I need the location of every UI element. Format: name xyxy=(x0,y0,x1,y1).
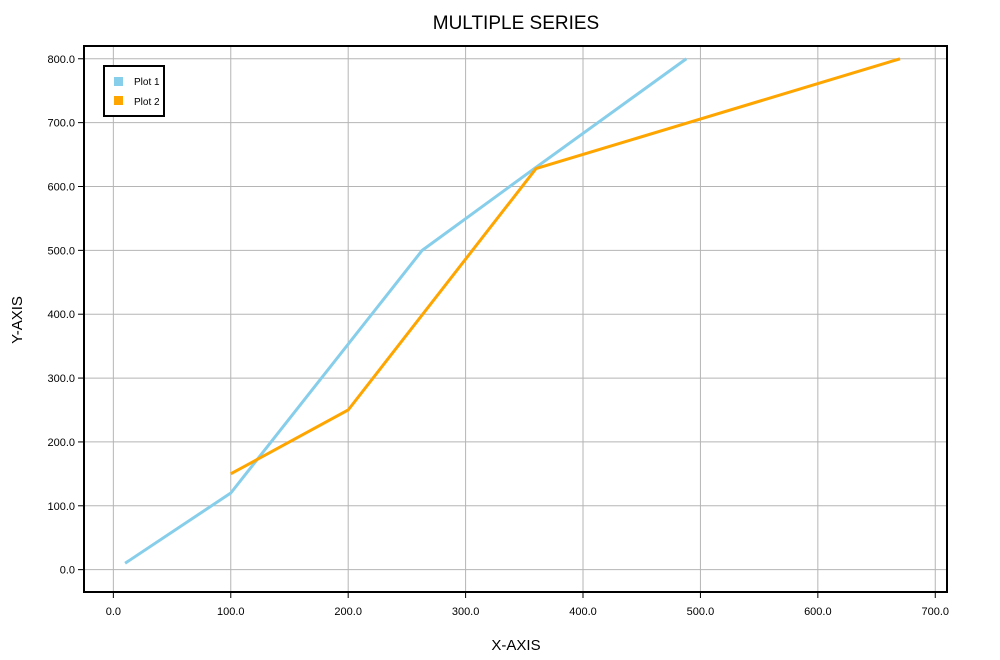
x-tick-label: 100.0 xyxy=(217,606,245,618)
grid xyxy=(84,46,947,592)
legend-swatch-plot-2 xyxy=(114,96,123,105)
y-tick-label: 700.0 xyxy=(47,118,75,130)
y-tick-label: 600.0 xyxy=(47,181,75,193)
series-line-plot-2 xyxy=(230,57,901,476)
y-tick-label: 800.0 xyxy=(47,54,75,66)
axes: 0.0 100.0 200.0 300.0 400.0 500.0 600.0 700.0 0.… xyxy=(47,54,949,618)
series-line-plot-1 xyxy=(124,57,688,565)
legend-swatch-plot-1 xyxy=(114,77,123,86)
series xyxy=(124,57,901,565)
x-axis-label: X-AXIS xyxy=(491,637,540,654)
x-tick-label: 200.0 xyxy=(334,606,362,618)
y-tick-label: 0.0 xyxy=(60,565,75,577)
x-tick-label: 400.0 xyxy=(569,606,597,618)
legend: Plot 1 Plot 2 xyxy=(103,65,165,117)
y-tick-label: 100.0 xyxy=(47,501,75,513)
x-tick-label: 300.0 xyxy=(452,606,480,618)
x-tick-label: 600.0 xyxy=(804,606,832,618)
y-tick-label: 300.0 xyxy=(47,373,75,385)
y-tick-label: 500.0 xyxy=(47,245,75,257)
chart-title: MULTIPLE SERIES xyxy=(433,13,599,34)
plot-frame xyxy=(83,45,948,593)
legend-label-plot-1: Plot 1 xyxy=(134,77,160,88)
x-tick-label: 500.0 xyxy=(687,606,715,618)
legend-box xyxy=(103,65,165,117)
y-axis-label: Y-AXIS xyxy=(9,296,26,344)
legend-label-plot-2: Plot 2 xyxy=(134,97,160,108)
x-tick-label: 700.0 xyxy=(921,606,949,618)
x-tick-label: 0.0 xyxy=(106,606,121,618)
y-tick-label: 400.0 xyxy=(47,309,75,321)
y-tick-label: 200.0 xyxy=(47,437,75,449)
